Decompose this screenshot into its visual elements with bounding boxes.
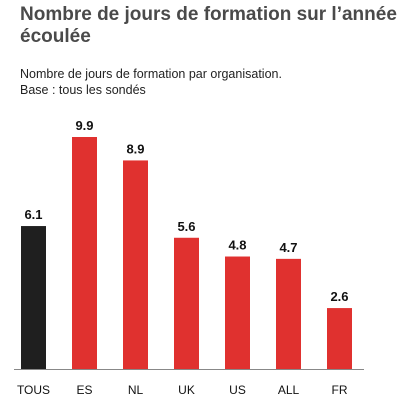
x-tick-label-us: US xyxy=(229,383,246,397)
x-tick-label-tous: TOUS xyxy=(17,383,50,397)
bar-es xyxy=(72,137,97,369)
value-label-fr: 2.6 xyxy=(330,289,348,304)
x-tick-label-es: ES xyxy=(76,383,92,397)
chart-subtitle: Nombre de jours de formation par organis… xyxy=(20,67,282,81)
x-tick-label-all: ALL xyxy=(278,383,300,397)
value-label-us: 4.8 xyxy=(228,238,246,253)
bar-all xyxy=(276,258,301,369)
chart-base-note: Base : tous les sondés xyxy=(20,83,146,97)
value-labels-group: 6.1 9.9 8.9 5.6 4.8 4.7 2.6 xyxy=(24,118,348,304)
bars-group xyxy=(21,137,352,369)
bar-uk xyxy=(174,237,199,369)
value-label-all: 4.7 xyxy=(279,240,297,255)
x-tick-label-uk: UK xyxy=(178,383,195,397)
bar-tous xyxy=(21,226,46,369)
bar-fr xyxy=(327,308,352,369)
x-tick-label-fr: FR xyxy=(332,383,348,397)
value-label-uk: 5.6 xyxy=(177,219,195,234)
chart-title: Nombre de jours de formation sur l’année… xyxy=(20,4,397,47)
value-label-tous: 6.1 xyxy=(24,207,42,222)
bar-us xyxy=(225,256,250,369)
value-label-nl: 8.9 xyxy=(126,141,144,156)
bar-nl xyxy=(123,160,148,369)
x-tick-labels-group: TOUS ES NL UK US ALL FR xyxy=(17,383,348,397)
value-label-es: 9.9 xyxy=(75,118,93,133)
x-tick-label-nl: NL xyxy=(128,383,144,397)
